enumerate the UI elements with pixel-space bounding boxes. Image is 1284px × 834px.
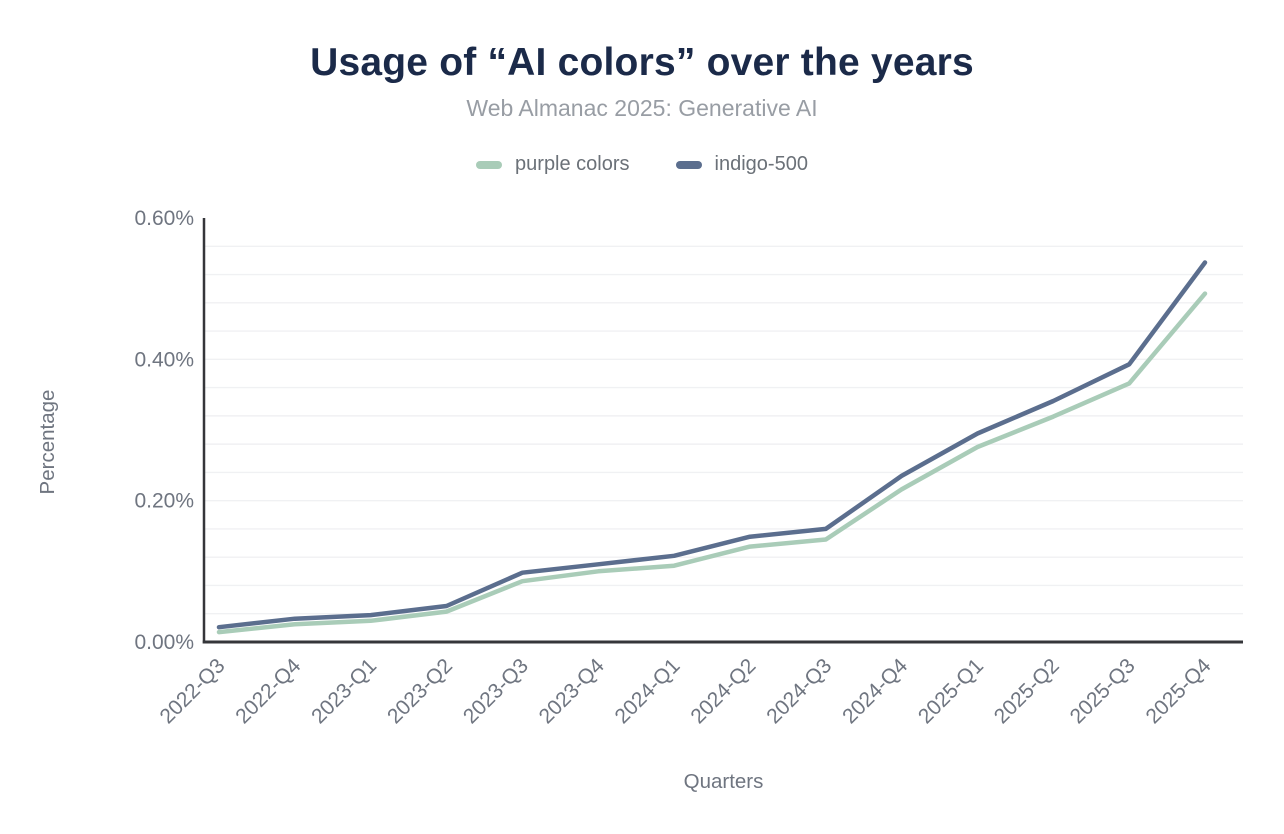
x-tick-label: 2023-Q3 [459,654,533,728]
x-tick-label: 2025-Q3 [1066,654,1140,728]
chart-title: Usage of “AI colors” over the years [310,41,974,84]
legend-label: purple colors [515,153,630,175]
series-line-indigo-500[interactable] [216,260,1208,630]
y-tick-label: 0.40% [134,348,194,371]
legend: purple colors indigo-500 [0,153,1284,176]
x-tick-label: 2024-Q2 [686,654,760,728]
x-tick-label: 2024-Q3 [762,654,836,728]
x-tick-label: 2022-Q3 [155,654,229,728]
x-tick-label: 2025-Q1 [914,654,988,728]
legend-label: indigo-500 [714,153,808,175]
x-tick-label: 2025-Q4 [1141,654,1215,728]
x-tick-label: 2023-Q1 [307,654,381,728]
x-tick-label: 2024-Q1 [611,654,685,728]
series-line-purple-colors[interactable] [216,291,1208,635]
y-tick-label: 0.00% [134,631,194,654]
x-tick-label: 2022-Q4 [231,654,305,728]
x-tick-label: 2025-Q2 [990,654,1064,728]
x-tick-label: 2024-Q4 [838,654,912,728]
legend-item-purple-colors[interactable]: purple colors [476,153,630,176]
x-tick-label: 2023-Q2 [383,654,457,728]
y-axis-title: Percentage [36,390,59,495]
legend-item-indigo-500[interactable]: indigo-500 [675,153,808,176]
legend-swatch-icon [675,160,702,169]
x-tick-label: 2023-Q4 [535,654,609,728]
chart-subtitle: Web Almanac 2025: Generative AI [466,95,818,121]
y-tick-label: 0.60% [134,207,194,230]
y-tick-label: 0.20% [134,490,194,513]
x-axis-title: Quarters [684,770,764,793]
legend-swatch-icon [476,160,503,169]
